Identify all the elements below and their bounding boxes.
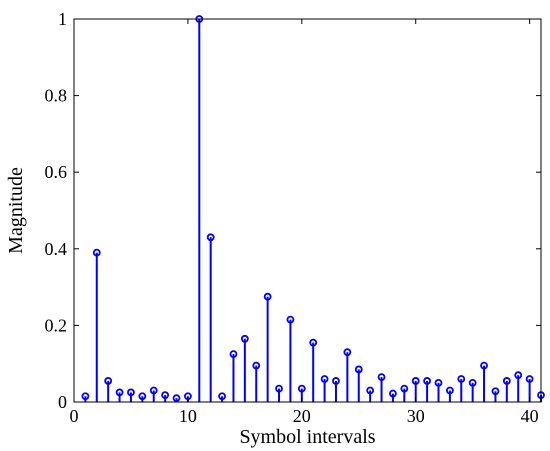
x-tick-label: 10 <box>179 406 197 426</box>
stem-marker <box>206 233 215 242</box>
stem-marker <box>138 392 147 401</box>
stem-marker <box>434 378 443 387</box>
stem-marker <box>297 384 306 393</box>
stem-marker <box>354 365 363 374</box>
y-tick-label: 0 <box>58 392 67 412</box>
y-tick-label: 0.8 <box>45 86 68 106</box>
stem-marker <box>104 377 113 385</box>
stem-marker <box>275 384 283 393</box>
y-tick-label: 0.2 <box>45 315 68 335</box>
x-tick-label: 40 <box>521 406 539 426</box>
stem-marker <box>468 378 477 387</box>
stem-marker <box>400 384 409 393</box>
stem-marker <box>127 388 135 397</box>
stem-marker <box>252 361 261 370</box>
stem-series <box>81 15 545 403</box>
stem-marker <box>411 377 420 385</box>
y-tick-label: 1 <box>58 9 67 29</box>
stem-marker <box>457 375 466 383</box>
y-tick-label: 0.4 <box>45 239 68 259</box>
stem-marker <box>92 248 101 257</box>
y-tick-label: 0.6 <box>45 162 68 182</box>
stem-marker <box>218 392 226 401</box>
stem-marker <box>172 394 181 403</box>
stem-marker <box>502 377 511 385</box>
axis-ticks <box>73 18 541 403</box>
stem-marker <box>491 387 500 396</box>
x-tick-label: 0 <box>70 406 79 426</box>
stem-marker <box>480 361 488 370</box>
stem-marker <box>320 375 329 383</box>
stem-marker <box>229 350 238 359</box>
stem-marker <box>525 375 534 383</box>
stem-marker <box>81 392 90 401</box>
y-axis-label: Magnitude <box>5 167 27 254</box>
stem-marker <box>161 391 170 400</box>
stem-marker <box>445 386 454 395</box>
stem-marker <box>309 338 318 347</box>
stem-marker <box>115 388 124 397</box>
stem-marker <box>389 389 397 398</box>
stem-marker <box>286 315 295 324</box>
x-tick-label: 30 <box>407 406 425 426</box>
stem-marker <box>423 377 431 385</box>
stem-marker <box>366 386 375 395</box>
stem-marker <box>377 373 386 382</box>
stem-marker <box>240 334 249 343</box>
stem-marker <box>263 292 272 301</box>
x-tick-label: 20 <box>293 406 311 426</box>
tick-labels: 0 10 20 30 40 0 0.2 0.4 0.6 0.8 1 <box>45 9 539 426</box>
stem-marker <box>149 386 158 395</box>
stem-marker <box>332 377 340 385</box>
stem-marker <box>343 348 352 357</box>
x-axis-label: Symbol intervals <box>239 426 375 448</box>
plot-frame <box>73 18 542 403</box>
stem-marker <box>514 371 523 380</box>
